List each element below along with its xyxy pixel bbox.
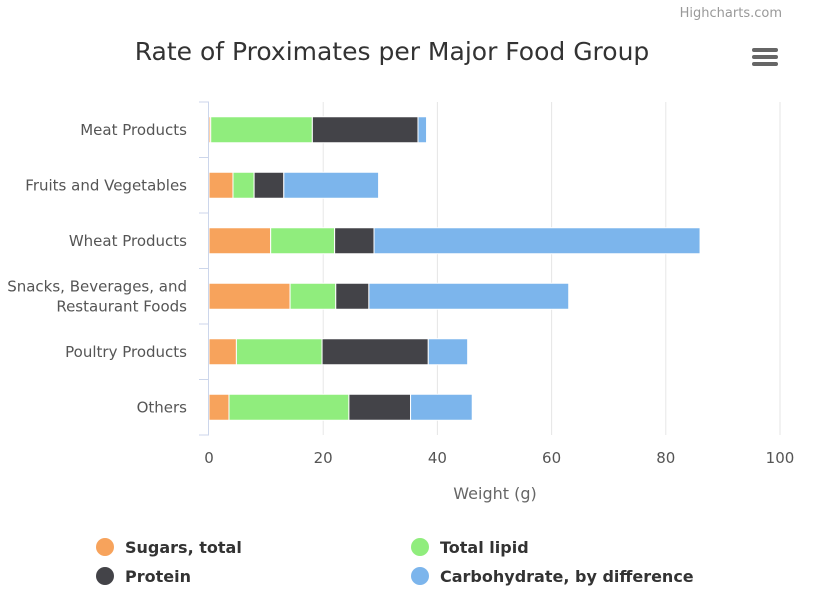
bar-segment[interactable] <box>208 282 291 310</box>
value-tick-label: 60 <box>542 449 561 467</box>
bar-segment[interactable] <box>321 338 429 366</box>
bar-segment[interactable] <box>417 116 428 144</box>
bar-segment[interactable] <box>334 227 375 255</box>
bar-segment[interactable] <box>283 171 380 199</box>
bar-series <box>208 116 701 421</box>
legend-symbol <box>96 567 114 585</box>
category-axis: Meat Products Fruits and Vegetables Wheat … <box>7 101 209 436</box>
value-tick-label: 20 <box>314 449 333 467</box>
legend-symbol <box>96 538 114 556</box>
value-tick-label: 100 <box>766 449 795 467</box>
bar-segment[interactable] <box>335 282 370 310</box>
category-label: Fruits and Vegetables <box>25 176 187 194</box>
grid-lines <box>322 102 781 435</box>
category-label: Others <box>137 398 188 416</box>
bar-segment[interactable] <box>210 116 313 144</box>
bar-segment[interactable] <box>232 171 255 199</box>
legend-item[interactable]: Total lipid <box>411 538 529 557</box>
value-axis-title: Weight (g) <box>453 484 536 503</box>
bar-segment[interactable] <box>208 171 234 199</box>
legend-item[interactable]: Sugars, total <box>96 538 242 557</box>
bar-segment[interactable] <box>311 116 419 144</box>
value-tick-label: 80 <box>656 449 675 467</box>
value-axis: 0 20 40 60 80 100 <box>204 449 794 467</box>
legend: Sugars, total Total lipid Protein Carbohydr… <box>96 538 694 586</box>
legend-symbol <box>411 538 429 556</box>
chart-title: Rate of Proximates per Major Food Group <box>135 37 650 66</box>
value-tick-label: 40 <box>428 449 447 467</box>
value-tick-label: 0 <box>204 449 214 467</box>
credits-link[interactable]: Highcharts.com <box>680 6 782 21</box>
bar-segment[interactable] <box>373 227 701 255</box>
bar-segment[interactable] <box>368 282 570 310</box>
category-label: Meat Products <box>80 121 187 139</box>
bar-segment[interactable] <box>208 393 230 421</box>
bar-segment[interactable] <box>235 338 323 366</box>
legend-label: Sugars, total <box>125 538 242 557</box>
bar-segment[interactable] <box>208 338 237 366</box>
legend-item[interactable]: Carbohydrate, by difference <box>411 567 694 586</box>
legend-item[interactable]: Protein <box>96 567 191 586</box>
legend-label: Carbohydrate, by difference <box>440 567 694 586</box>
bar-segment[interactable] <box>289 282 337 310</box>
bar-segment[interactable] <box>427 338 469 366</box>
category-label: Poultry Products <box>65 343 187 361</box>
category-label: Snacks, Beverages, and Restaurant Foods <box>7 277 187 315</box>
bar-segment[interactable] <box>348 393 412 421</box>
legend-label: Total lipid <box>440 538 529 557</box>
bar-segment[interactable] <box>270 227 336 255</box>
category-label: Wheat Products <box>69 232 187 250</box>
bar-segment[interactable] <box>208 227 272 255</box>
bar-segment[interactable] <box>228 393 350 421</box>
legend-label: Protein <box>125 567 191 586</box>
bar-segment[interactable] <box>253 171 285 199</box>
bar-segment[interactable] <box>410 393 473 421</box>
legend-symbol <box>411 567 429 585</box>
hamburger-menu-icon[interactable] <box>752 48 778 66</box>
